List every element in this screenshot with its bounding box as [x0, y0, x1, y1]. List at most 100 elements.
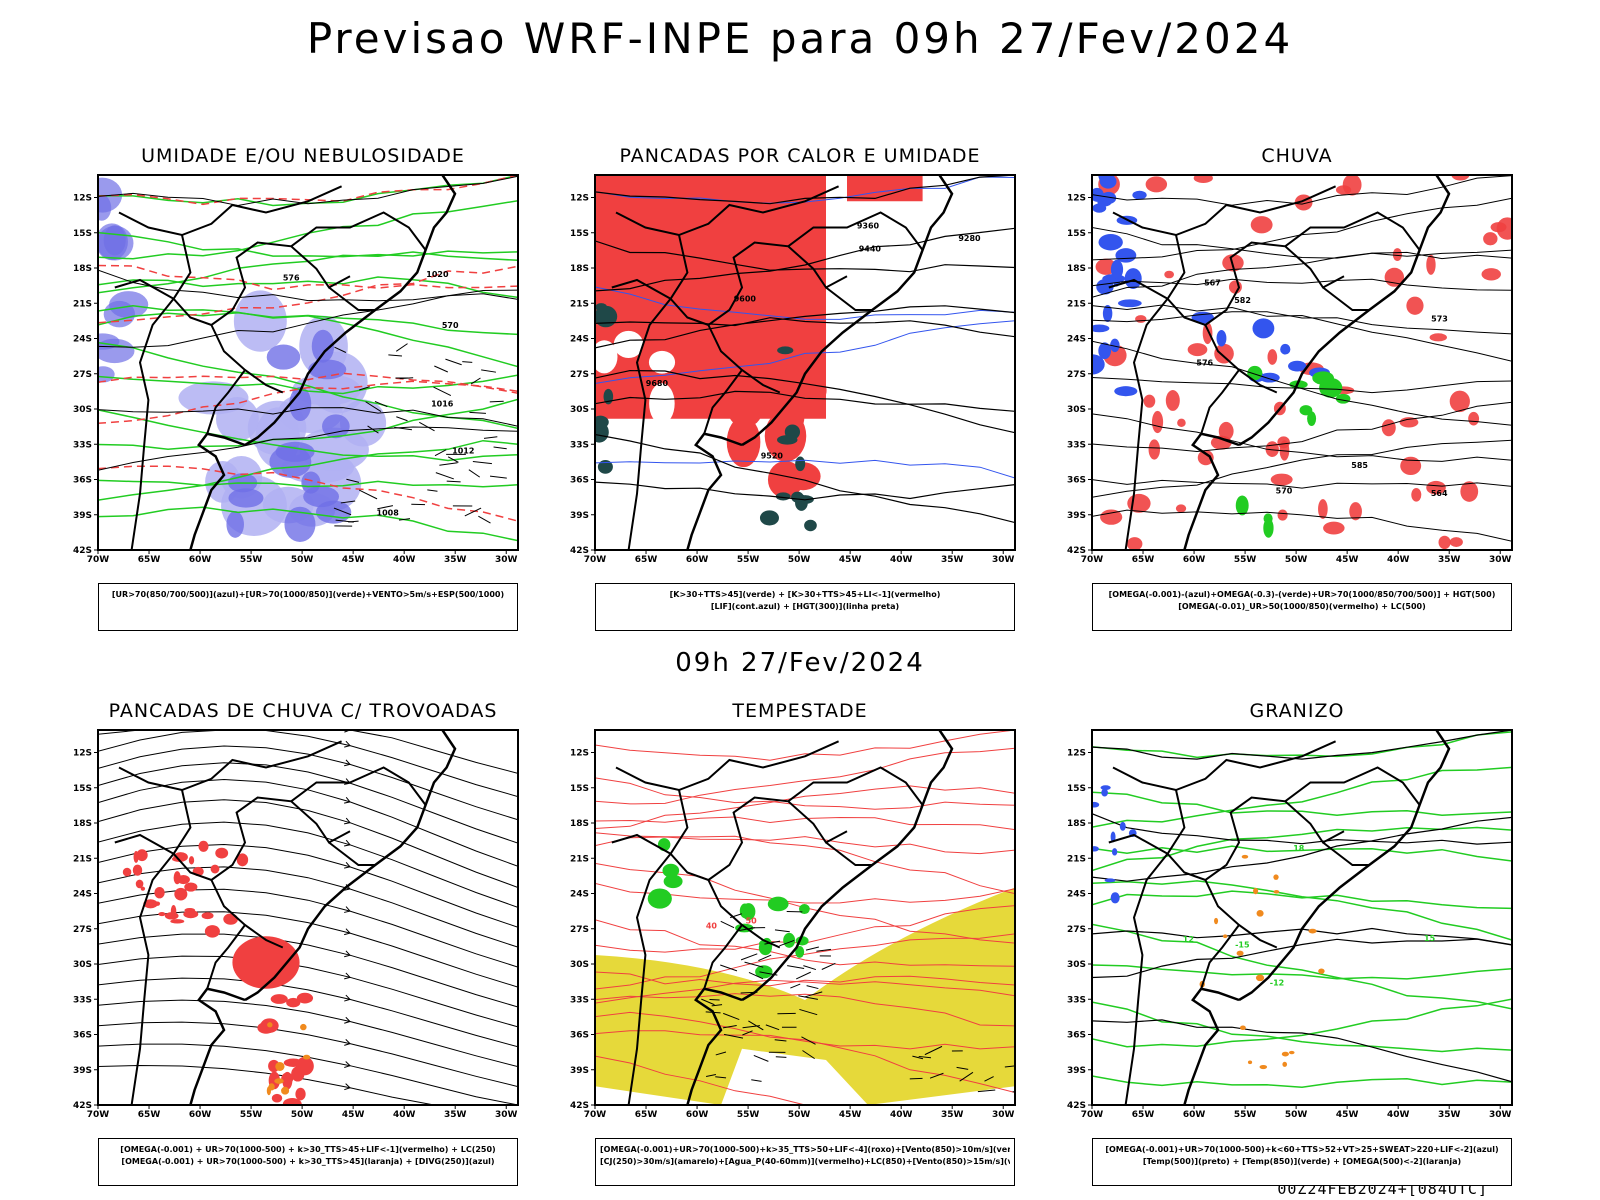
lon-tick-label: 40W — [1387, 555, 1410, 565]
rain-area — [1277, 509, 1288, 521]
rain-area — [1411, 487, 1422, 502]
lat-tick-label: 30S — [1067, 960, 1086, 970]
wind-vector — [740, 953, 758, 961]
rain-area — [1164, 270, 1174, 279]
rain-area — [1426, 480, 1446, 495]
lon-tick-label: 40W — [393, 555, 416, 565]
lon-tick-label: 55W — [240, 1110, 263, 1120]
heat-moisture-area — [597, 460, 613, 474]
omega-area — [1247, 1060, 1253, 1065]
country-border — [1124, 853, 1169, 1105]
thunderstorm-area — [296, 992, 314, 1004]
shower-area — [267, 1022, 273, 1028]
thunderstorm-area — [198, 840, 209, 852]
lon-tick-label: 30W — [992, 1110, 1015, 1120]
omega-area — [1281, 1051, 1289, 1057]
lat-tick-label: 42S — [570, 1101, 589, 1111]
rain-area — [1165, 390, 1180, 411]
thunderstorm-area — [295, 1087, 306, 1101]
map-layer: -12 -15 15 18 12 — [1092, 730, 1512, 1105]
height-contour — [1092, 227, 1512, 259]
coastline — [1183, 432, 1240, 550]
thickness-contour — [98, 265, 518, 324]
background-area — [613, 330, 644, 359]
height-contour — [1092, 479, 1512, 489]
contour-label: 18 — [1293, 844, 1305, 853]
country-border — [627, 853, 672, 1105]
lat-tick-label: 30S — [570, 405, 589, 415]
plot-frame — [97, 729, 519, 1106]
coastline — [686, 987, 743, 1105]
flow-arrowhead — [344, 839, 351, 847]
height-contour — [1092, 401, 1512, 453]
wind-vector — [427, 489, 438, 492]
wind-850-area — [663, 874, 683, 889]
omega-area — [1259, 1064, 1268, 1070]
humidity-contour-lower — [98, 506, 518, 542]
wind-vector — [802, 1050, 815, 1060]
lat-tick-label: 39S — [73, 511, 92, 521]
height-contour — [595, 317, 1015, 338]
lat-tick-label: 27S — [1067, 925, 1086, 935]
humidity-contour-lower — [98, 251, 518, 294]
panel-title: UMIDADE E/OU NEBULOSIDADE — [141, 145, 465, 167]
coastline — [741, 730, 954, 1002]
flow-arrowhead — [344, 906, 351, 913]
lat-tick-label: 12S — [73, 194, 92, 204]
coastline — [244, 730, 457, 1002]
streamline — [98, 1021, 518, 1088]
thunderstorm-area — [236, 853, 249, 867]
humidity-contour-lower — [98, 398, 518, 450]
lat-tick-label: 42S — [1067, 1101, 1086, 1111]
heat-moisture-area — [804, 519, 817, 532]
heat-moisture-area — [791, 491, 804, 503]
wind-vector — [701, 998, 715, 1006]
pressure-contour — [98, 175, 518, 207]
rain-area — [1124, 268, 1142, 289]
rain-area — [1135, 315, 1147, 323]
rain-area — [1250, 216, 1273, 234]
country-border — [1284, 211, 1421, 251]
humidity-area-upper — [228, 488, 264, 508]
flow-arrowhead — [344, 1039, 351, 1046]
streamline — [98, 762, 518, 844]
humidity-area-upper — [266, 344, 301, 370]
contour-label: 585 — [1351, 461, 1368, 470]
hail-area — [1092, 846, 1099, 852]
thunderstorm-area — [188, 856, 195, 865]
flow-arrowhead — [344, 1016, 351, 1024]
temp500-contour — [1092, 938, 1512, 979]
lat-tick-label: 30S — [73, 405, 92, 415]
rain-area — [1490, 222, 1507, 233]
contour-label: -15 — [1235, 941, 1250, 950]
lon-tick-label: 40W — [393, 1110, 416, 1120]
contour-label: 15 — [1424, 934, 1436, 943]
hail-area — [1092, 801, 1100, 808]
country-border — [130, 853, 175, 1105]
lon-tick-label: 45W — [839, 1110, 862, 1120]
flow-arrowhead — [344, 1083, 351, 1091]
wind-vector — [805, 946, 819, 951]
coastline — [244, 175, 457, 447]
temp500-contour — [1092, 816, 1512, 882]
forecast-time-label: 09h 27/Fev/2024 — [675, 648, 925, 678]
lat-tick-label: 30S — [73, 960, 92, 970]
humidity-contour-lower — [98, 409, 518, 462]
wind-vector — [472, 460, 492, 465]
temp850-contour — [1092, 964, 1512, 980]
lon-tick-label: 35W — [941, 555, 964, 565]
wind-vector — [720, 964, 738, 972]
lat-tick-label: 27S — [570, 370, 589, 380]
country-border — [611, 278, 672, 300]
humidity-contour-lower — [98, 311, 518, 336]
lat-tick-label: 15S — [73, 784, 92, 794]
thunderstorm-area — [170, 919, 185, 924]
panel-title: PANCADAS DE CHUVA C/ TROVOADAS — [108, 700, 498, 722]
rain-area — [1126, 537, 1143, 550]
height-contour — [1092, 251, 1512, 298]
wind-vector — [334, 346, 347, 353]
streamline — [98, 911, 518, 988]
lon-tick-label: 55W — [737, 1110, 760, 1120]
panel-title: GRANIZO — [1249, 700, 1345, 722]
